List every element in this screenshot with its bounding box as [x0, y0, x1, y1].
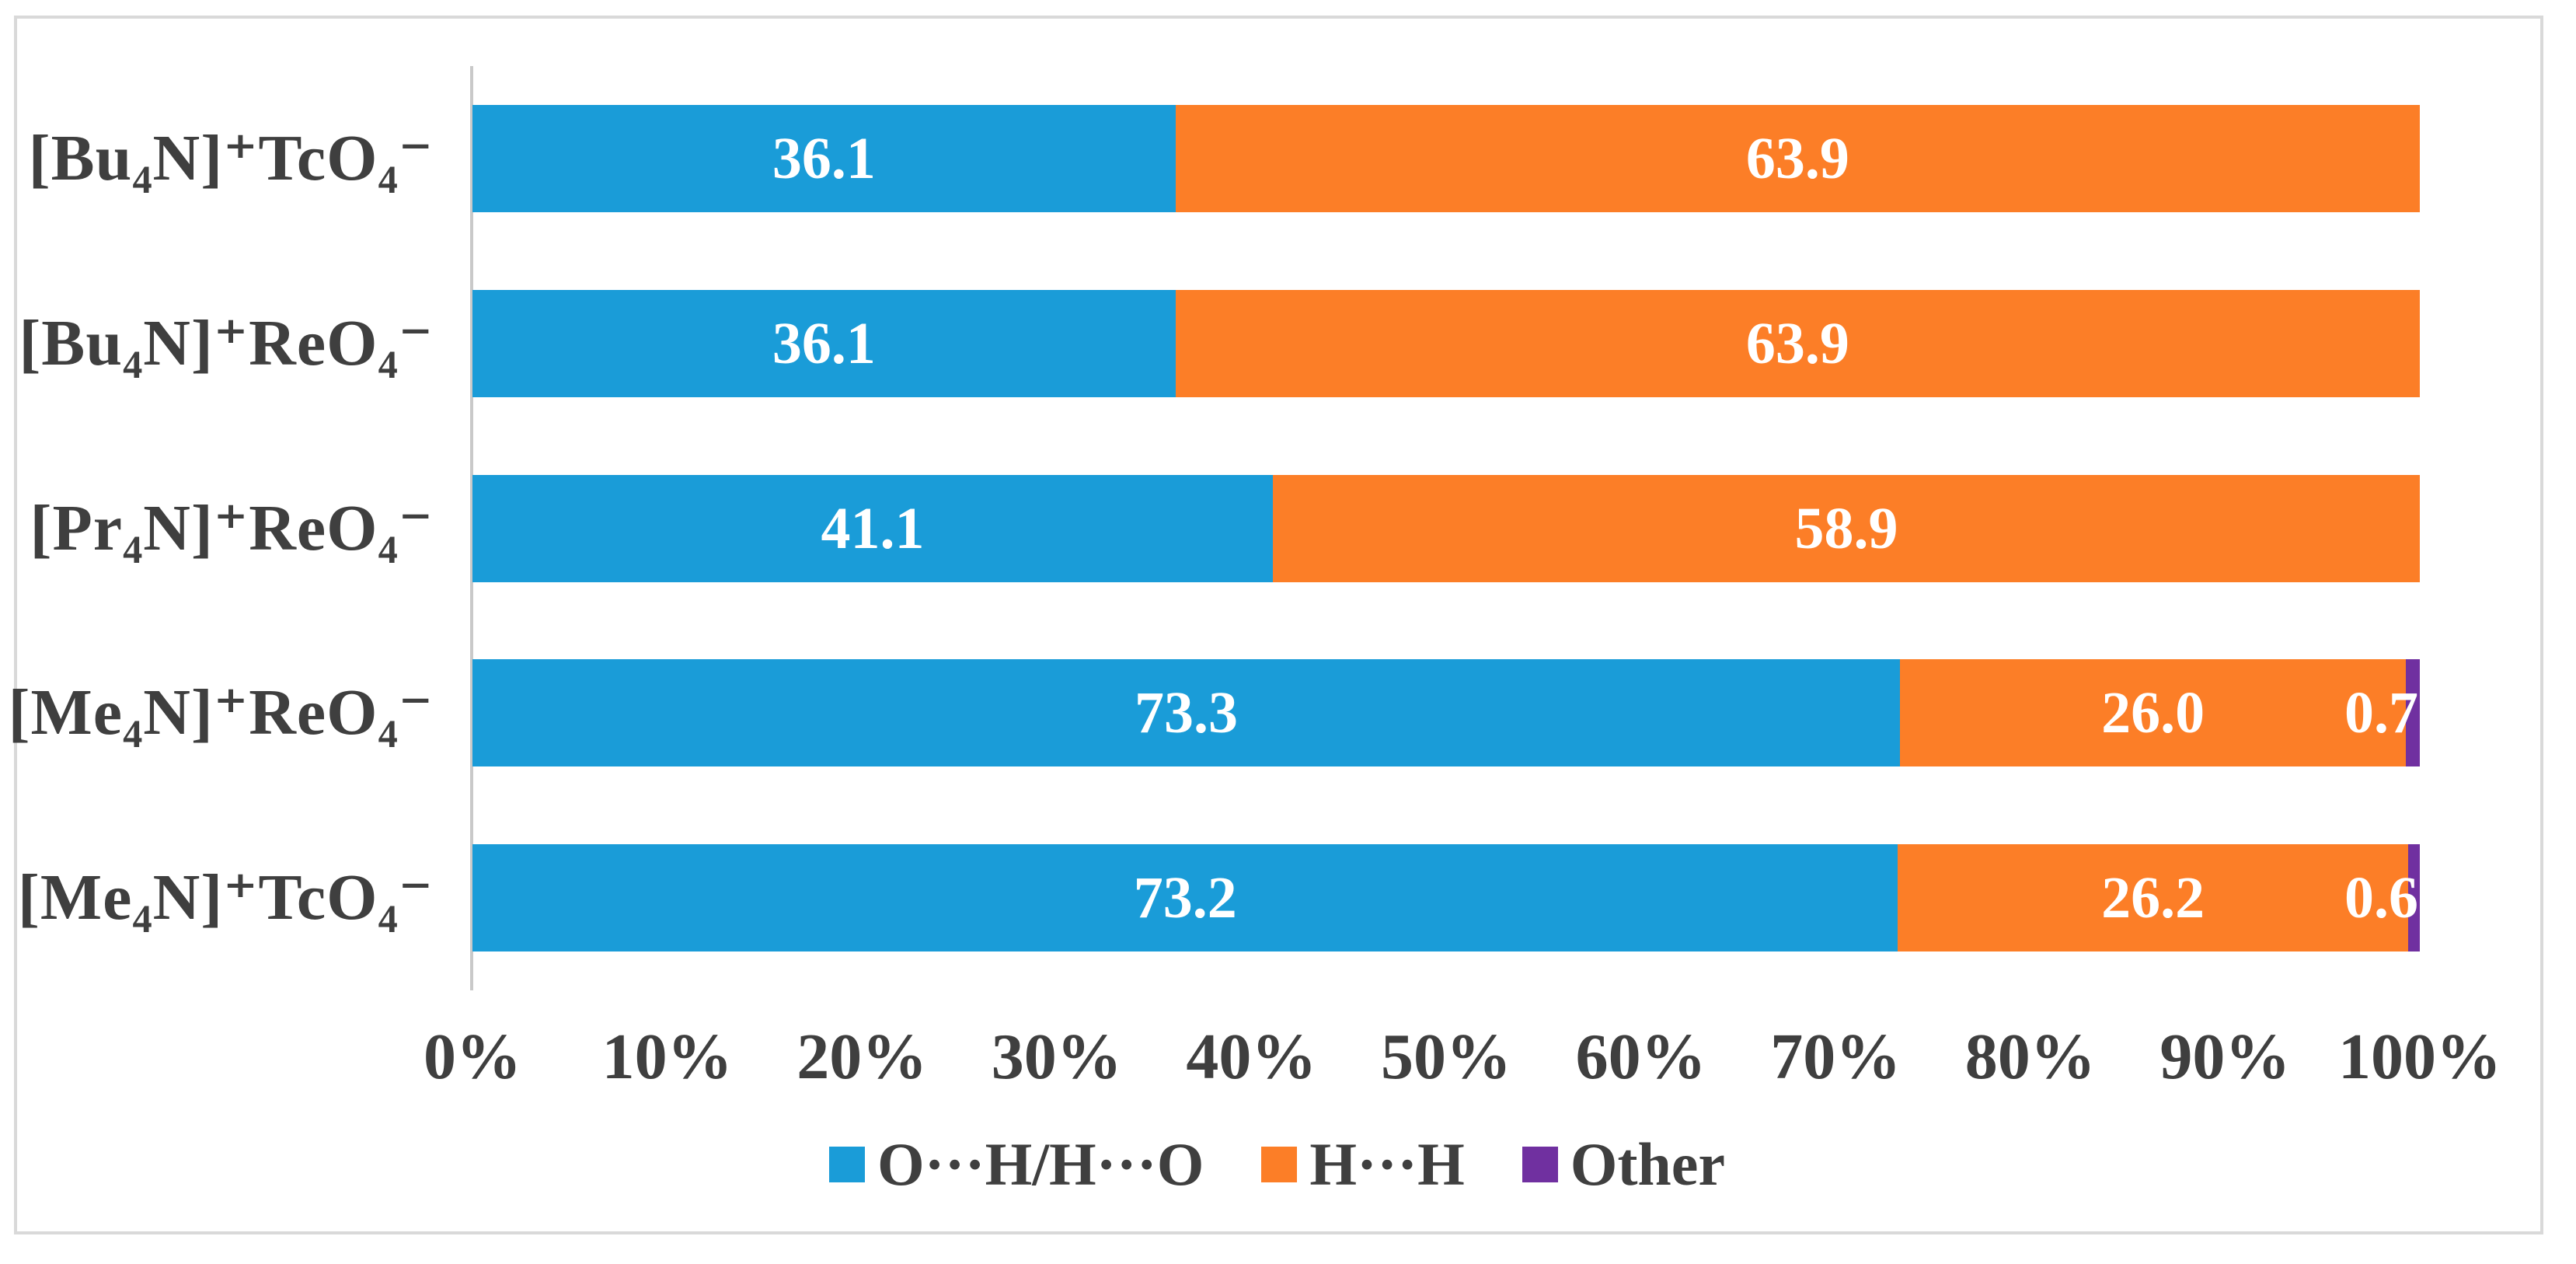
legend-swatch-icon: [1261, 1147, 1298, 1182]
category-label: [Me₄N]⁺TcO₄⁻: [17, 861, 434, 934]
bar-segment-series-1: 63.9: [1175, 104, 2420, 212]
legend-label: H···H: [1309, 1130, 1465, 1198]
bar-segment-series-1: 26.0: [1899, 659, 2407, 767]
legend-item: H···H: [1261, 1130, 1465, 1198]
legend-item: O···H/H···O: [828, 1130, 1204, 1198]
legend: O···H/H···O H···H Other: [14, 1118, 2540, 1211]
category-label: [Me₄N]⁺ReO₄⁻: [8, 676, 434, 749]
category-label: [Bu₄N]⁺ReO₄⁻: [19, 306, 434, 379]
x-tick-label: 100%: [2338, 1021, 2501, 1093]
x-tick-label: 40%: [1186, 1021, 1317, 1093]
x-tick-label: 30%: [991, 1021, 1122, 1093]
category-axis-line: [470, 66, 473, 990]
bar-value-label: 41.1: [821, 495, 925, 561]
bar-value-label: 73.3: [1134, 680, 1238, 746]
bar-value-label: 0.6: [2344, 865, 2418, 931]
bar-value-label: 26.2: [2101, 865, 2205, 931]
bar-row: 73.2 26.2 0.6: [472, 844, 2420, 952]
x-tick-label: 50%: [1381, 1021, 1511, 1093]
bar-segment-series-0: 41.1: [472, 474, 1273, 582]
bar-value-label: 63.9: [1745, 125, 1849, 191]
bar-segment-series-0: 36.1: [472, 289, 1176, 397]
figure-border: [14, 16, 2543, 1234]
x-tick-label: 80%: [1964, 1021, 2096, 1093]
x-tick-label: 60%: [1575, 1021, 1706, 1093]
legend-label: Other: [1570, 1130, 1726, 1198]
bar-row: 73.3 26.0 0.7: [472, 659, 2420, 767]
category-label: [Pr₄N]⁺ReO₄⁻: [30, 491, 434, 564]
bar-value-label: 73.2: [1133, 865, 1237, 931]
bar-segment-series-0: 36.1: [472, 104, 1176, 212]
bar-row: 36.1 63.9: [472, 289, 2420, 397]
legend-label: O···H/H···O: [877, 1130, 1204, 1198]
bar-value-label: 58.9: [1794, 495, 1898, 561]
bar-segment-series-1: 58.9: [1272, 474, 2420, 582]
bar-row: 36.1 63.9: [472, 104, 2420, 212]
x-tick-label: 10%: [601, 1021, 733, 1093]
bar-segment-series-0: 73.2: [472, 844, 1898, 952]
bar-row: 41.1 58.9: [472, 474, 2420, 582]
x-tick-label: 70%: [1770, 1021, 1901, 1093]
x-tick-label: 20%: [797, 1021, 928, 1093]
legend-swatch-icon: [1522, 1147, 1558, 1182]
legend-swatch-icon: [828, 1147, 865, 1182]
bar-value-label: 63.9: [1745, 310, 1849, 376]
bar-segment-series-2: [2407, 844, 2420, 952]
category-label: [Bu₄N]⁺TcO₄⁻: [28, 121, 434, 194]
bar-segment-series-0: 73.3: [472, 659, 1900, 767]
x-tick-label: 90%: [2159, 1021, 2291, 1093]
bar-segment-series-2: [2406, 659, 2420, 767]
bar-value-label: 26.0: [2101, 680, 2205, 746]
x-tick-label: 0%: [424, 1021, 521, 1093]
legend-item: Other: [1522, 1134, 1725, 1195]
bar-segment-series-1: 26.2: [1898, 844, 2408, 952]
bar-value-label: 36.1: [772, 310, 876, 376]
bar-segment-series-1: 63.9: [1175, 289, 2420, 397]
bar-value-label: 36.1: [772, 125, 876, 191]
bar-value-label: 0.7: [2344, 680, 2418, 746]
